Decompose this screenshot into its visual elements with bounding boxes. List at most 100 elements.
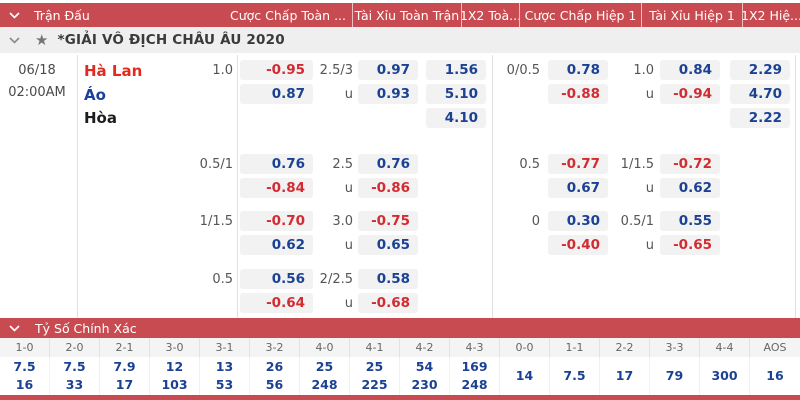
odds-button[interactable]: 0.55 [660, 211, 720, 231]
league-title: *GIẢI VÔ ĐỊCH CHÂU ÂU 2020 [57, 32, 285, 48]
odds-button[interactable]: 0.84 [660, 60, 720, 80]
score-odds[interactable]: 14 [515, 368, 534, 383]
score-header: 4-0 [300, 338, 350, 357]
odds-button[interactable]: 0.67 [548, 178, 608, 198]
match-time: 02:00AM [8, 85, 66, 100]
under-label: u [344, 181, 353, 196]
score-odds[interactable]: 17 [615, 368, 634, 383]
chevron-down-icon[interactable] [9, 11, 20, 19]
odds-button[interactable]: 0.58 [358, 269, 418, 289]
score-odds[interactable]: 17 [115, 377, 134, 392]
odds-button[interactable]: 2.22 [730, 108, 790, 128]
score-column: 4-0 25 248 [300, 338, 350, 395]
odds-button[interactable]: 0.62 [660, 178, 720, 198]
odds-button[interactable]: 2.29 [730, 60, 790, 80]
score-odds[interactable]: 26 [265, 359, 284, 374]
header-cell-handicap-h1: Cược Chấp Hiệp 1 [519, 3, 641, 27]
score-header: 1-1 [550, 338, 600, 357]
score-odds[interactable]: 7.5 [63, 359, 86, 374]
odds-button[interactable]: -0.77 [548, 154, 608, 174]
score-odds[interactable]: 25 [365, 359, 384, 374]
ou-line-label: 2/2.5 [319, 272, 353, 287]
header-cell-1x2-h1: 1X2 Hiệ... [742, 3, 800, 27]
odds-button[interactable]: 0.93 [358, 84, 418, 104]
chevron-down-icon[interactable] [9, 36, 20, 44]
score-odds[interactable]: 7.9 [113, 359, 136, 374]
odds-button[interactable]: 0.97 [358, 60, 418, 80]
odds-button[interactable]: 0.56 [240, 269, 313, 289]
score-odds[interactable]: 16 [15, 377, 34, 392]
score-odds[interactable]: 248 [461, 377, 488, 392]
score-odds[interactable]: 7.5 [563, 368, 586, 383]
odds-button[interactable]: -0.72 [660, 154, 720, 174]
chevron-down-icon[interactable] [9, 324, 20, 332]
score-header: 3-1 [200, 338, 250, 357]
league-row[interactable]: ★ *GIẢI VÔ ĐỊCH CHÂU ÂU 2020 [0, 27, 800, 53]
handicap-line-label: 0.5/1 [199, 157, 233, 172]
score-odds[interactable]: 33 [65, 377, 84, 392]
under-label: u [645, 181, 654, 196]
score-header: 3-2 [250, 338, 300, 357]
score-odds[interactable]: 79 [665, 368, 684, 383]
score-column: AOS 16 [750, 338, 800, 395]
odds-button[interactable]: 0.76 [358, 154, 418, 174]
correct-score-bar[interactable]: Tỷ Số Chính Xác [0, 318, 800, 338]
home-team[interactable]: Hà Lan [84, 62, 143, 80]
odds-button[interactable]: 0.87 [240, 84, 313, 104]
score-odds[interactable]: 53 [215, 377, 234, 392]
odds-button[interactable]: -0.65 [660, 235, 720, 255]
score-odds[interactable]: 7.5 [13, 359, 36, 374]
score-odds[interactable]: 225 [361, 377, 388, 392]
under-label: u [344, 238, 353, 253]
handicap-line-label: 0.5 [212, 272, 233, 287]
score-odds[interactable]: 25 [315, 359, 334, 374]
odds-button[interactable]: -0.75 [358, 211, 418, 231]
odds-button[interactable]: 4.10 [426, 108, 486, 128]
handicap-line-label: 0 [531, 214, 540, 229]
odds-button[interactable]: 0.65 [358, 235, 418, 255]
score-header: 4-1 [350, 338, 400, 357]
column-label-ou-ft: Tài Xỉu Toàn Trận [354, 7, 460, 23]
score-odds[interactable]: 54 [415, 359, 434, 374]
score-header: 2-1 [100, 338, 150, 357]
odds-button[interactable]: 0.62 [240, 235, 313, 255]
odds-button[interactable]: 5.10 [426, 84, 486, 104]
odds-button[interactable]: -0.95 [240, 60, 313, 80]
score-odds[interactable]: 12 [165, 359, 184, 374]
odds-button[interactable]: -0.84 [240, 178, 313, 198]
odds-button[interactable]: -0.94 [660, 84, 720, 104]
odds-button[interactable]: -0.88 [548, 84, 608, 104]
score-column: 2-1 7.9 17 [100, 338, 150, 395]
score-odds[interactable]: 103 [161, 377, 188, 392]
odds-button[interactable]: 0.76 [240, 154, 313, 174]
score-odds[interactable]: 169 [461, 359, 488, 374]
score-odds[interactable]: 300 [711, 368, 738, 383]
odds-table-header: Trận Đấu Cược Chấp Toàn ... Tài Xỉu Toàn… [0, 3, 800, 27]
score-odds[interactable]: 230 [411, 377, 438, 392]
odds-button[interactable]: 4.70 [730, 84, 790, 104]
odds-button[interactable]: -0.40 [548, 235, 608, 255]
ou-line-label: 1/1.5 [620, 157, 654, 172]
column-label-ou-h1: Tài Xỉu Hiệp 1 [649, 7, 735, 23]
score-odds[interactable]: 13 [215, 359, 234, 374]
score-column: 1-0 7.5 16 [0, 338, 50, 395]
away-team[interactable]: Áo [84, 86, 106, 104]
odds-button[interactable]: -0.64 [240, 293, 313, 313]
score-odds[interactable]: 16 [766, 368, 784, 383]
odds-button[interactable]: 0.78 [548, 60, 608, 80]
odds-button[interactable]: -0.86 [358, 178, 418, 198]
handicap-line-label: 1/1.5 [199, 214, 233, 229]
score-header: 1-0 [0, 338, 50, 357]
odds-button[interactable]: -0.70 [240, 211, 313, 231]
column-label-1x2-ft: 1X2 Toà... [461, 7, 519, 23]
score-odds[interactable]: 248 [311, 377, 338, 392]
odds-button[interactable]: 0.30 [548, 211, 608, 231]
odds-button[interactable]: 1.56 [426, 60, 486, 80]
column-label-handicap-ft: Cược Chấp Toàn ... [230, 7, 346, 23]
score-column: 4-2 54 230 [400, 338, 450, 395]
star-icon[interactable]: ★ [35, 31, 49, 49]
score-odds[interactable]: 56 [265, 377, 284, 392]
score-header: 0-0 [500, 338, 550, 357]
header-cell-match: Trận Đấu Cược Chấp Toàn ... [0, 3, 352, 27]
odds-button[interactable]: -0.68 [358, 293, 418, 313]
